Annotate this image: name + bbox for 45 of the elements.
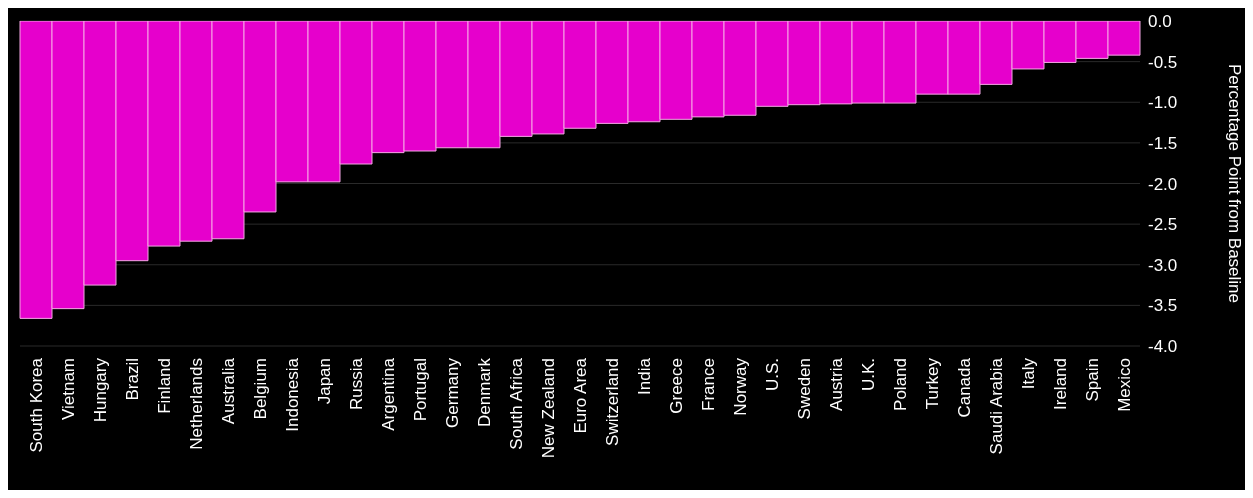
x-tick-label: Austria [827, 357, 847, 411]
x-tick-label: Turkey [923, 357, 943, 410]
x-tick-label: Denmark [475, 357, 495, 427]
y-tick-label: -2.0 [1148, 174, 1178, 194]
x-tick-label: Germany [443, 357, 463, 428]
x-tick-label: Brazil [123, 358, 143, 401]
x-tick-label: Belgium [251, 358, 271, 420]
x-tick-label: Argentina [379, 357, 399, 431]
x-tick-label: New Zealand [539, 358, 559, 459]
y-tick-label: -2.5 [1148, 215, 1178, 235]
y-tick-label: -3.0 [1148, 255, 1178, 275]
x-tick-label: France [699, 358, 719, 411]
x-tick-label: Saudi Arabia [987, 357, 1007, 455]
y-tick-label: -0.5 [1148, 52, 1178, 72]
x-tick-label: U.K. [859, 358, 879, 392]
x-tick-label: Indonesia [283, 357, 303, 432]
x-tick-label: Switzerland [603, 358, 623, 446]
x-tick-label: Norway [731, 357, 751, 416]
y-tick-label: -3.5 [1148, 296, 1178, 316]
x-tick-label: Russia [347, 357, 367, 410]
x-tick-label: Ireland [1051, 358, 1071, 410]
y-axis-title: Percentage Point from Baseline [1224, 63, 1244, 304]
x-tick-label: Euro Area [571, 357, 591, 434]
x-tick-label: India [635, 357, 655, 395]
x-tick-label: Sweden [795, 358, 815, 420]
y-tick-label: -1.5 [1148, 133, 1178, 153]
x-tick-label: Mexico [1115, 358, 1135, 412]
x-tick-label: Finland [155, 358, 175, 414]
y-tick-label: -1.0 [1148, 93, 1178, 113]
x-tick-label: Australia [219, 357, 239, 425]
x-tick-label: Portugal [411, 358, 431, 422]
y-tick-label: 0.0 [1148, 12, 1172, 32]
x-tick-label: Netherlands [187, 358, 207, 450]
x-tick-label: Canada [955, 357, 975, 418]
x-tick-label: Poland [891, 358, 911, 411]
x-tick-label: Japan [315, 358, 335, 405]
x-tick-label: Hungary [91, 357, 111, 423]
x-tick-label: South Korea [27, 357, 47, 453]
x-tick-label: Vietnam [59, 358, 79, 421]
x-tick-label: U.S. [763, 358, 783, 392]
x-tick-label: Greece [667, 358, 687, 414]
x-tick-label: Italy [1019, 357, 1039, 390]
x-tick-label: South Africa [507, 357, 527, 450]
x-tick-label: Spain [1083, 358, 1103, 402]
y-tick-label: -4.0 [1148, 337, 1178, 357]
